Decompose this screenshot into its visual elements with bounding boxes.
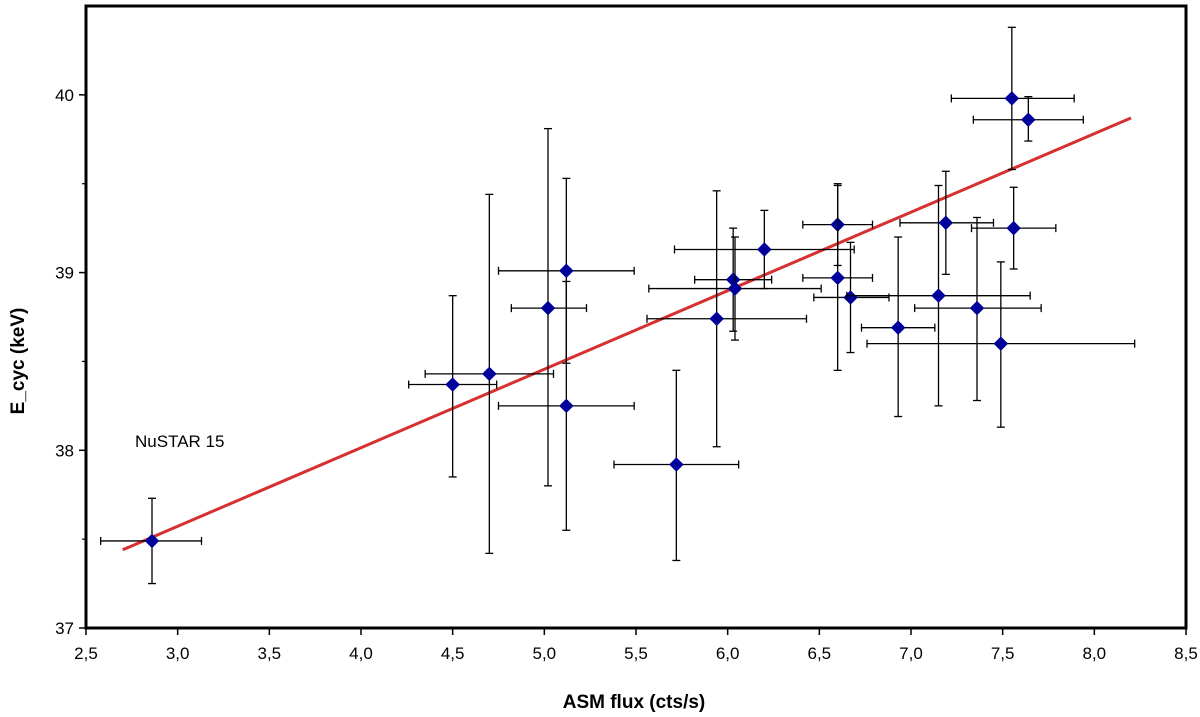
data-point xyxy=(613,369,740,562)
axis-ticks-layer: 2,5 3,0 3,5 4,0 4,5 5,0 5,5 6,0 6,5 7,0 7,5 8,0 8,5 3… xyxy=(55,86,1198,663)
diamond-marker xyxy=(668,457,684,472)
data-point xyxy=(646,190,808,448)
diamond-marker xyxy=(993,336,1009,352)
data-point xyxy=(424,193,555,555)
data-point xyxy=(972,95,1084,142)
data-point xyxy=(860,236,936,418)
y-tick-label: 40 xyxy=(55,86,74,105)
diamond-marker xyxy=(445,377,461,392)
diamond-marker xyxy=(709,311,725,327)
y-tick-label: 37 xyxy=(55,619,74,638)
x-tick-label: 6,5 xyxy=(808,644,832,663)
data-point xyxy=(866,261,1136,428)
data-point xyxy=(673,209,855,290)
x-tick-label: 7,5 xyxy=(991,644,1015,663)
x-tick-label: 4,5 xyxy=(441,644,465,663)
diamond-marker xyxy=(1020,112,1036,128)
data-point xyxy=(100,497,203,585)
diamond-marker xyxy=(756,242,772,257)
data-point xyxy=(510,127,588,487)
x-tick-label: 2,5 xyxy=(74,644,98,663)
data-point xyxy=(970,186,1057,270)
x-tick-label: 3,0 xyxy=(166,644,190,663)
x-axis-title: ASM flux (cts/s) xyxy=(563,692,706,713)
diamond-marker xyxy=(969,300,985,316)
data-point xyxy=(899,170,995,275)
annotation-label: NuSTAR 15 xyxy=(135,432,224,451)
linear-fit-line xyxy=(122,116,1132,552)
x-tick-label: 8,5 xyxy=(1174,644,1198,663)
data-point xyxy=(950,26,1075,171)
x-tick-label: 7,0 xyxy=(899,644,923,663)
y-tick-label: 38 xyxy=(55,441,74,460)
y-axis-title: E_cyc (keV) xyxy=(8,308,29,415)
x-tick-label: 4,0 xyxy=(349,644,373,663)
fit-line-layer xyxy=(122,116,1132,552)
diamond-marker xyxy=(1004,91,1020,106)
diamond-marker xyxy=(540,300,556,316)
y-tick-label: 39 xyxy=(55,264,74,283)
diamond-marker xyxy=(727,281,743,296)
diamond-marker xyxy=(481,366,497,382)
diamond-marker xyxy=(1006,220,1022,236)
data-point xyxy=(648,236,822,341)
data-point xyxy=(914,216,1042,402)
x-tick-label: 8,0 xyxy=(1083,644,1107,663)
diamond-marker xyxy=(938,215,954,231)
diamond-marker xyxy=(830,270,846,286)
x-tick-label: 5,5 xyxy=(624,644,648,663)
x-tick-label: 3,5 xyxy=(258,644,282,663)
diamond-marker xyxy=(931,288,946,304)
x-tick-label: 6,0 xyxy=(716,644,740,663)
data-point xyxy=(408,295,498,478)
diamond-marker xyxy=(558,263,574,279)
data-point xyxy=(497,280,635,531)
data-points-layer xyxy=(100,26,1136,585)
diamond-marker xyxy=(144,533,160,549)
diamond-marker xyxy=(890,320,906,336)
diamond-marker xyxy=(558,398,574,414)
data-point xyxy=(802,184,874,371)
x-tick-label: 5,0 xyxy=(533,644,557,663)
